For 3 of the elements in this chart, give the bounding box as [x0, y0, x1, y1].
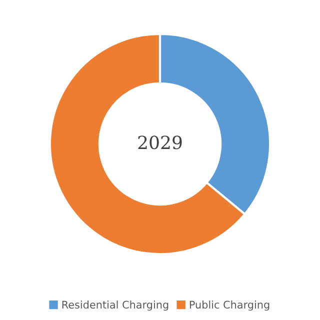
- legend-label: Public Charging: [190, 300, 270, 311]
- text: 2029: [138, 136, 182, 150]
- legend-label: Residential Charging: [62, 300, 168, 311]
